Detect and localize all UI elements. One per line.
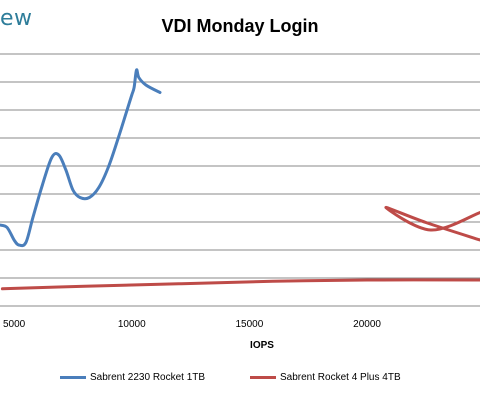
x-axis-title: IOPS (250, 340, 274, 351)
legend-item-rocket-4-plus: Sabrent Rocket 4 Plus 4TB (250, 372, 401, 383)
brand-logo-text: ew (0, 6, 33, 31)
chart-title: VDI Monday Login (161, 16, 319, 36)
x-tick-label: 5000 (3, 319, 26, 330)
series-line-1 (0, 278, 480, 291)
series-layer (0, 68, 480, 291)
legend-swatch-red (250, 376, 276, 379)
legend-swatch-blue (60, 376, 86, 379)
x-tick-labels: 5000 10000 15000 20000 (3, 319, 381, 330)
series-line-2 (384, 205, 480, 242)
x-tick-label: 15000 (236, 319, 264, 330)
x-tick-label: 10000 (118, 319, 146, 330)
x-tick-label: 20000 (353, 319, 381, 330)
series-line-0 (0, 68, 162, 248)
gridlines (0, 53, 480, 307)
legend-label: Sabrent 2230 Rocket 1TB (90, 372, 206, 383)
legend-label: Sabrent Rocket 4 Plus 4TB (280, 372, 401, 383)
legend-item-sabrent-2230: Sabrent 2230 Rocket 1TB (60, 372, 205, 383)
